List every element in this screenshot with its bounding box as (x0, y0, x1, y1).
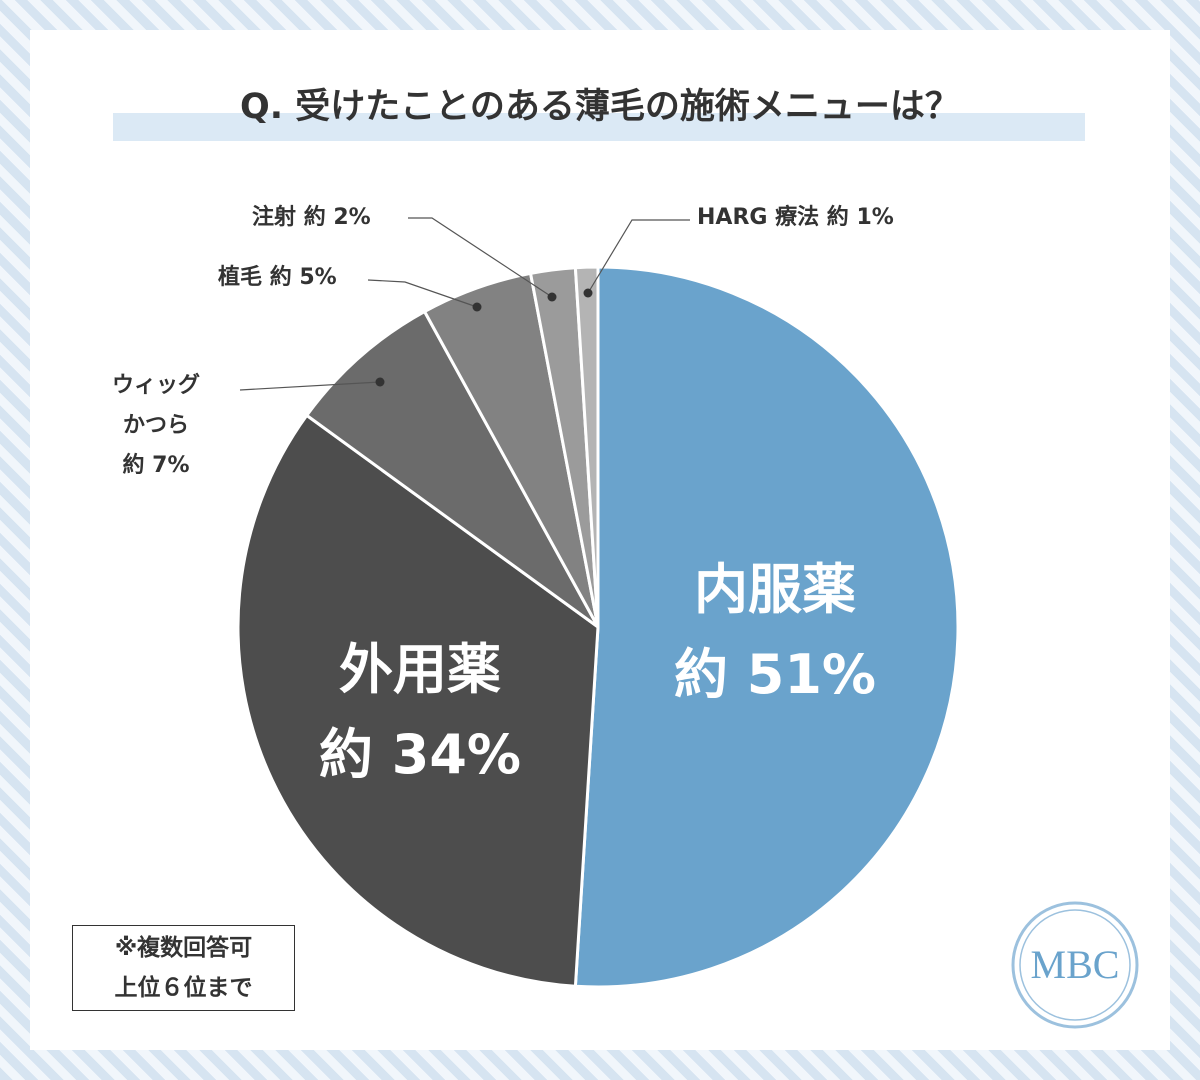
slice-label: HARG 療法 約 1% (697, 198, 894, 238)
slice-label: 植毛 約 5% (218, 258, 337, 298)
value-label: 約 2% (303, 205, 371, 230)
footnote: ※複数回答可 上位６位まで (72, 925, 295, 1011)
category-label: 内服薬 (694, 558, 856, 621)
value-label: 約 5% (269, 265, 337, 290)
value-label: 約 7% (122, 453, 190, 478)
value-label: 約 34% (318, 723, 522, 786)
slice-label: ウィッグ かつら 約 7% (112, 366, 200, 486)
leader-dot (472, 302, 482, 312)
pie-slice (236, 413, 600, 988)
chart-title: Q. 受けたことのある薄毛の施術メニューは？ (240, 87, 960, 127)
value-label: 約 51% (673, 643, 877, 706)
leader-line (408, 217, 553, 298)
pie-slice (573, 265, 960, 989)
slice-label: 外用薬約 34% (270, 630, 570, 800)
slice-label: 内服薬約 51% (625, 550, 925, 720)
logo: MBC (1030, 942, 1120, 987)
leader-dot (583, 288, 593, 298)
category-label: HARG 療法 (697, 205, 820, 230)
logo-frame-inner (1019, 909, 1131, 1021)
logo-frame (1011, 901, 1139, 1029)
pie-slice (573, 265, 600, 628)
value-label: 約 1% (826, 205, 894, 230)
category-label: ウィッグ かつら (112, 373, 201, 438)
slice-label: 注射 約 2% (252, 198, 371, 238)
leader-line (239, 381, 381, 391)
leader-line (367, 279, 478, 308)
category-label: 植毛 (218, 265, 263, 290)
title-highlight (113, 113, 1085, 141)
pie-slice (304, 309, 600, 629)
category-label: 注射 (252, 205, 297, 230)
leader-dot (375, 377, 385, 387)
category-label: 外用薬 (339, 638, 501, 701)
leader-line (587, 219, 690, 294)
leader-dot (547, 292, 557, 302)
